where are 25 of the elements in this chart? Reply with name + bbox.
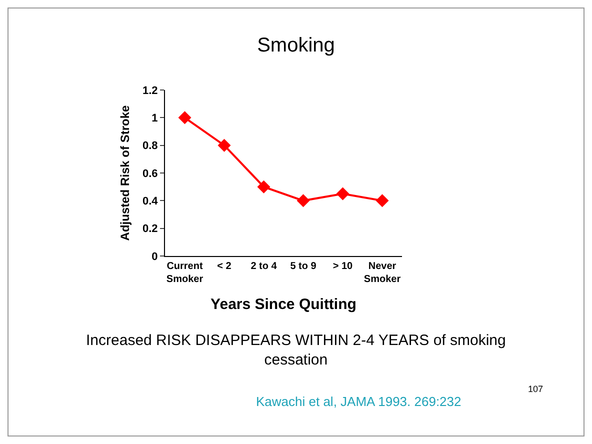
y-tick-label: 1.2 [142, 84, 158, 97]
y-tick-label: 1 [152, 112, 158, 125]
text: Increased RISK DISAPPEARS WITHIN 2-4 YEARS of smoking cessation [86, 332, 506, 368]
chart-title: Smoking [257, 34, 335, 56]
x-axis-title: Years Since Quitting [210, 296, 356, 313]
y-tick-label: 0.2 [142, 223, 158, 236]
y-tick-label: 0.4 [142, 196, 159, 208]
point [376, 194, 389, 208]
text: 107 [528, 384, 544, 394]
point [218, 138, 231, 152]
x-tick-label: < 2 [217, 261, 232, 272]
x-tick-label: 2 to 4 [250, 261, 278, 272]
x-tick-label: 5 to 9 [290, 261, 317, 272]
y-tick-label: 0 [152, 250, 158, 263]
x-tick-label: Never Smoker [364, 261, 401, 285]
point [296, 194, 310, 208]
y-tick-label: 0.6 [142, 168, 158, 180]
x-tick-label: Current Smoker [166, 261, 204, 285]
point [178, 111, 192, 124]
point [336, 187, 350, 200]
y-axis-title: Adjusted Risk of Stroke [118, 104, 132, 241]
text: Kawachi et al, JAMA 1993. 269:232 [256, 394, 462, 409]
y-tick-label: 0.8 [142, 140, 158, 152]
x-tick-label: > 10 [332, 261, 354, 272]
point [257, 180, 270, 194]
